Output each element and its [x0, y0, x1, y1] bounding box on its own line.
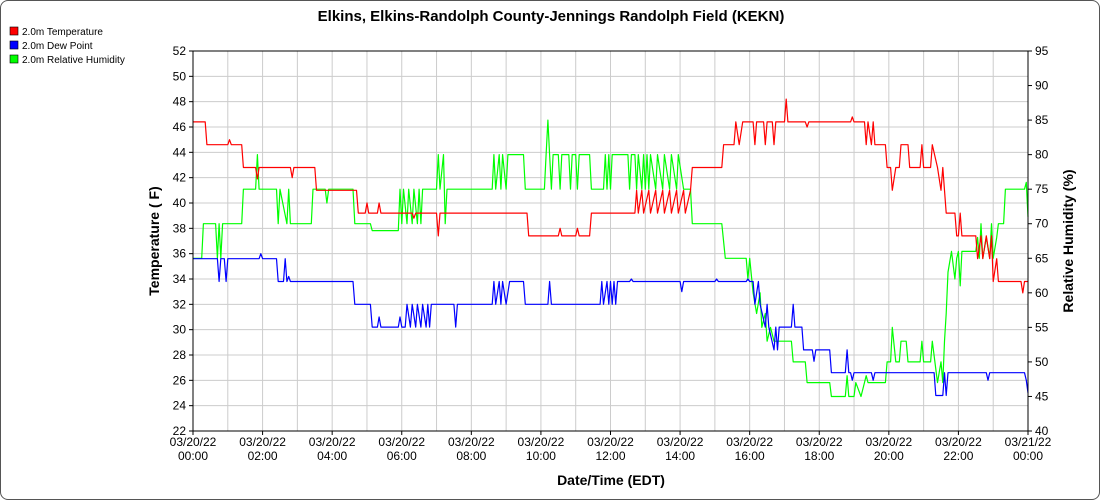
x-tick-label-time: 12:00: [595, 449, 625, 463]
x-tick-label-date: 03/20/22: [518, 435, 565, 449]
x-tick-label-time: 14:00: [665, 449, 695, 463]
y-axis-left: 22 24 26 28 30 32 34 36 38 40 42 44 46 48 50 52: [173, 44, 193, 438]
y-tick-label: 38: [173, 221, 187, 235]
x-tick-label-date: 03/20/22: [309, 435, 356, 449]
x-tick-label-date: 03/20/22: [796, 435, 843, 449]
y-tick-label: 36: [173, 247, 187, 261]
y-tick-label: 44: [173, 145, 187, 159]
x-tick-label-date: 03/20/22: [448, 435, 495, 449]
x-tick-label-time: 16:00: [735, 449, 765, 463]
y-tick-label: 42: [173, 171, 187, 185]
x-tick-label-date: 03/20/22: [726, 435, 773, 449]
legend: 2.0m Temperature 2.0m Dew Point 2.0m Relat…: [9, 26, 125, 66]
series-line-m-dew-point: [193, 253, 1029, 397]
legend-label: 2.0m Dew Point: [22, 41, 93, 52]
x-tick-label-time: 22:00: [943, 449, 973, 463]
y2-axis-title: Relative Humidity (%): [1060, 169, 1076, 312]
y-tick-label: 28: [173, 348, 187, 362]
y2-tick-label: 65: [1035, 251, 1049, 265]
x-tick-label-time: 18:00: [804, 449, 834, 463]
legend-label: 2.0m Relative Humidity: [22, 55, 125, 66]
y2-tick-label: 40: [1035, 424, 1049, 438]
x-tick-label-time: 06:00: [387, 449, 417, 463]
x-axis: 03/20/2200:0003/20/2202:0003/20/2204:000…: [170, 431, 1052, 463]
x-tick-label-time: 10:00: [526, 449, 556, 463]
legend-swatch: [9, 40, 19, 50]
y-tick-label: 52: [173, 44, 187, 58]
x-tick-label-date: 03/20/22: [170, 435, 217, 449]
x-tick-label-date: 03/20/22: [865, 435, 912, 449]
x-tick-label-time: 04:00: [317, 449, 347, 463]
y2-tick-label: 80: [1035, 148, 1049, 162]
y-tick-label: 46: [173, 120, 187, 134]
y2-tick-label: 85: [1035, 113, 1049, 127]
y-axis-title: Temperature ( F): [146, 186, 162, 295]
y-tick-label: 40: [173, 196, 187, 210]
y-tick-label: 34: [173, 272, 187, 286]
legend-swatch: [9, 26, 19, 36]
y2-tick-label: 60: [1035, 286, 1049, 300]
series-layer: [193, 98, 1029, 398]
y2-tick-label: 75: [1035, 182, 1049, 196]
series-line-m-relative-humidity: [193, 119, 1029, 398]
x-tick-label-date: 03/20/22: [935, 435, 982, 449]
y-tick-label: 30: [173, 323, 187, 337]
y2-tick-label: 90: [1035, 79, 1049, 93]
y-tick-label: 32: [173, 297, 187, 311]
y2-tick-label: 70: [1035, 217, 1049, 231]
series-line-m-temperature: [193, 98, 1028, 294]
y-tick-label: 24: [173, 399, 187, 413]
x-tick-label-time: 08:00: [456, 449, 486, 463]
x-tick-label-time: 20:00: [874, 449, 904, 463]
legend-swatch: [9, 54, 19, 64]
x-tick-label-date: 03/20/22: [587, 435, 634, 449]
x-tick-label-date: 03/20/22: [657, 435, 704, 449]
y-tick-label: 22: [173, 424, 187, 438]
y2-tick-label: 55: [1035, 320, 1049, 334]
y-tick-label: 50: [173, 69, 187, 83]
y-axis-right: 40 45 50 55 60 65 70 75 80 85 90 95: [1028, 44, 1049, 438]
x-tick-label-date: 03/20/22: [239, 435, 286, 449]
legend-label: 2.0m Temperature: [22, 27, 103, 38]
x-axis-title: Date/Time (EDT): [557, 472, 665, 488]
x-tick-label-time: 00:00: [1013, 449, 1043, 463]
y2-tick-label: 45: [1035, 389, 1049, 403]
y-tick-label: 26: [173, 373, 187, 387]
chart-title: Elkins, Elkins-Randolph County-Jennings …: [318, 8, 785, 25]
x-tick-label-date: 03/21/22: [1005, 435, 1052, 449]
y2-tick-label: 95: [1035, 44, 1049, 58]
y2-tick-label: 50: [1035, 355, 1049, 369]
x-tick-label-time: 00:00: [178, 449, 208, 463]
x-tick-label-date: 03/20/22: [378, 435, 425, 449]
y-tick-label: 48: [173, 95, 187, 109]
x-tick-label-time: 02:00: [248, 449, 278, 463]
